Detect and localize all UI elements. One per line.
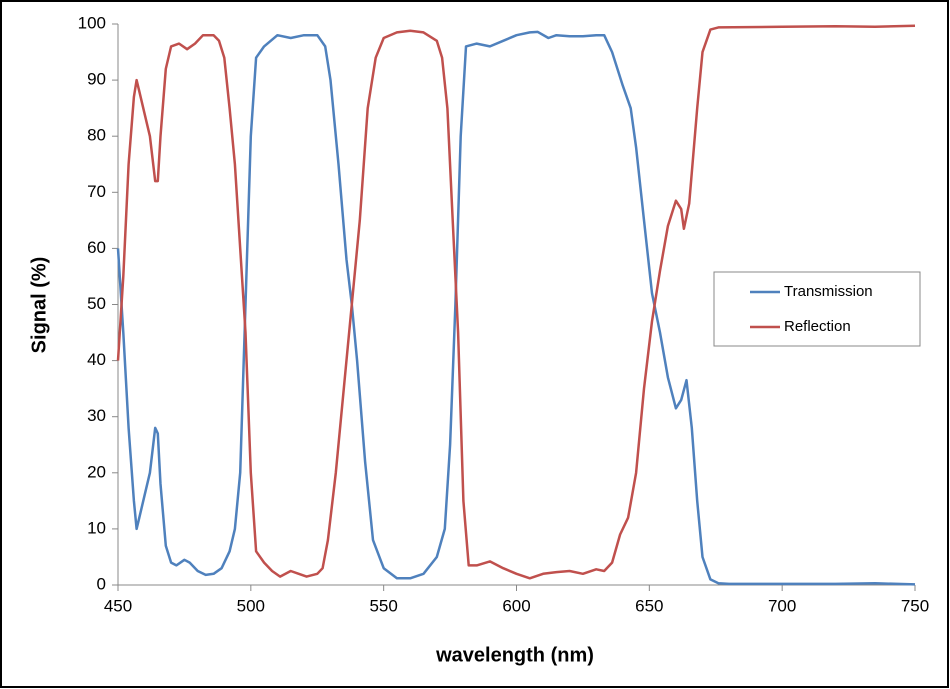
y-axis-label: Signal (%) xyxy=(28,257,50,354)
legend-label: Transmission xyxy=(784,283,873,300)
x-tick-label: 600 xyxy=(502,596,530,615)
x-tick-label: 650 xyxy=(635,596,663,615)
x-tick-label: 750 xyxy=(901,596,929,615)
x-tick-label: 700 xyxy=(768,596,796,615)
x-tick-label: 450 xyxy=(104,596,132,615)
legend-box xyxy=(713,271,921,347)
y-tick-label: 80 xyxy=(87,126,106,145)
y-tick-label: 70 xyxy=(87,182,106,201)
y-tick-label: 10 xyxy=(87,518,106,537)
y-tick-label: 20 xyxy=(87,462,106,481)
x-tick-label: 500 xyxy=(237,596,265,615)
y-tick-label: 100 xyxy=(78,13,106,32)
y-tick-label: 90 xyxy=(87,70,106,89)
y-tick-label: 30 xyxy=(87,406,106,425)
x-axis-label: wavelength (nm) xyxy=(435,644,594,666)
y-tick-label: 60 xyxy=(87,238,106,257)
x-tick-label: 550 xyxy=(369,596,397,615)
y-tick-label: 50 xyxy=(87,294,106,313)
series-line xyxy=(116,24,916,580)
y-tick-label: 0 xyxy=(97,574,106,593)
y-tick-label: 40 xyxy=(87,350,106,369)
series-line xyxy=(116,30,916,586)
legend-label: Reflection xyxy=(784,318,851,335)
legend: Transmission Reflection xyxy=(713,271,921,347)
